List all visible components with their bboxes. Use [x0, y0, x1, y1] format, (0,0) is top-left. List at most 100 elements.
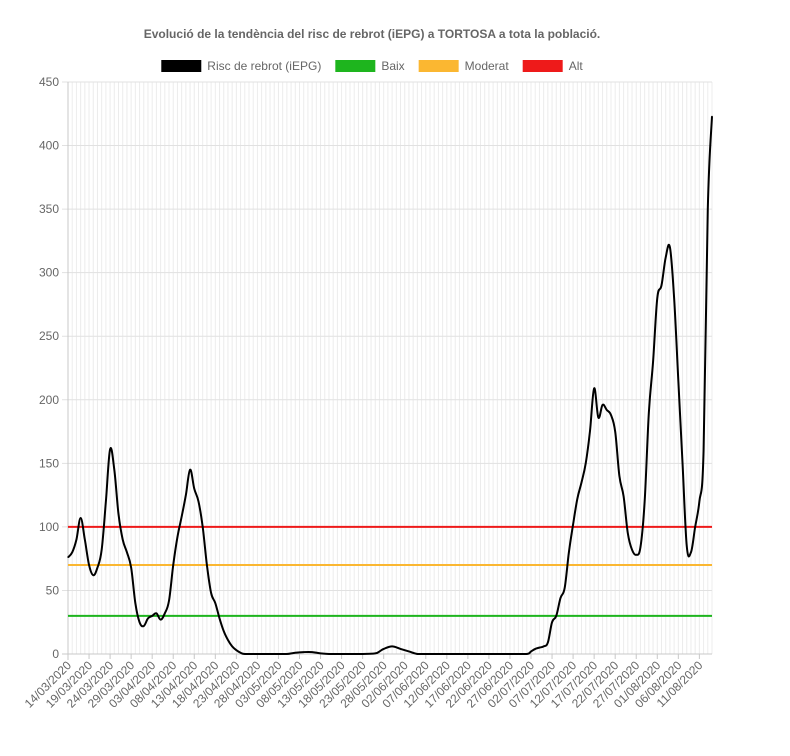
- data-point: [408, 650, 410, 653]
- chart-title: Evolució de la tendència del risc de reb…: [144, 27, 601, 41]
- data-point: [597, 416, 599, 419]
- data-point: [593, 387, 595, 389]
- data-point: [189, 469, 191, 471]
- data-point: [185, 494, 187, 496]
- data-point: [378, 650, 381, 653]
- legend-swatch-risc-de-rebrot-iepg: [161, 60, 202, 72]
- data-point: [690, 551, 692, 553]
- data-point: [155, 612, 157, 614]
- data-point: [568, 551, 570, 553]
- y-tick-label: 150: [39, 456, 59, 470]
- data-point: [383, 648, 385, 650]
- y-tick-label: 100: [39, 520, 59, 534]
- data-point: [113, 469, 115, 471]
- data-point: [202, 526, 204, 528]
- legend-swatch-moderat: [418, 60, 459, 72]
- data-point: [530, 650, 532, 653]
- data-point: [534, 648, 536, 650]
- y-axis: 0 50 100 150 200 250 300 350 400 450: [39, 75, 59, 661]
- data-point: [227, 639, 229, 641]
- data-point: [362, 653, 364, 655]
- data-point: [71, 551, 73, 553]
- data-point: [538, 647, 541, 649]
- data-point: [122, 539, 124, 541]
- data-point: [669, 246, 671, 248]
- data-point: [416, 653, 418, 655]
- data-point: [702, 450, 705, 452]
- data-point: [488, 653, 490, 655]
- data-point: [101, 549, 103, 551]
- data-point: [589, 430, 591, 433]
- data-point: [147, 617, 149, 620]
- legend-label-baix: Baix: [381, 59, 404, 73]
- data-point: [286, 653, 288, 655]
- data-point: [665, 256, 667, 259]
- data-point: [547, 641, 549, 644]
- data-point: [244, 653, 246, 655]
- data-point: [606, 409, 608, 411]
- data-point: [340, 653, 343, 655]
- data-point: [193, 488, 195, 490]
- data-point: [109, 448, 111, 450]
- legend: Risc de rebrot (iEPG) Baix Moderat Alt: [161, 59, 583, 73]
- x-axis: 14/03/202019/03/202024/03/202029/03/2020…: [22, 654, 706, 711]
- data-point: [601, 404, 604, 406]
- data-point: [80, 517, 82, 519]
- data-point: [75, 539, 78, 541]
- data-point: [303, 651, 305, 653]
- data-point: [160, 619, 162, 621]
- data-point: [698, 500, 700, 503]
- data-point: [138, 621, 141, 623]
- data-point: [235, 649, 237, 651]
- data-point: [319, 652, 322, 654]
- data-point: [328, 653, 330, 655]
- data-point: [673, 297, 675, 299]
- data-point: [648, 411, 650, 414]
- y-tick-label: 400: [39, 139, 59, 153]
- data-point: [181, 516, 183, 518]
- data-point: [711, 115, 713, 117]
- data-point: [644, 500, 646, 503]
- data-point: [218, 617, 221, 620]
- data-point: [256, 653, 259, 655]
- data-point: [572, 523, 574, 525]
- data-point: [677, 380, 679, 382]
- y-tick-label: 300: [39, 266, 59, 280]
- data-point: [686, 545, 688, 547]
- y-tick-label: 450: [39, 75, 59, 89]
- data-point: [105, 500, 107, 503]
- data-point: [425, 653, 427, 655]
- data-point: [585, 462, 587, 464]
- data-point: [652, 361, 654, 363]
- legend-label-moderat: Moderat: [465, 59, 510, 73]
- data-point: [555, 615, 557, 617]
- data-point: [627, 532, 629, 534]
- series-line-risc-de-rebrot: [67, 116, 713, 655]
- data-point: [635, 554, 637, 556]
- data-point: [639, 546, 642, 548]
- data-point: [151, 615, 153, 617]
- data-point: [399, 648, 402, 650]
- data-point: [206, 564, 208, 566]
- data-point: [172, 564, 174, 566]
- data-point: [391, 645, 393, 647]
- y-tick-label: 0: [52, 647, 59, 661]
- data-point: [84, 539, 86, 541]
- data-point: [96, 566, 99, 569]
- data-point: [210, 592, 212, 594]
- y-tick-label: 350: [39, 202, 59, 216]
- data-point: [223, 630, 225, 632]
- data-point: [197, 500, 200, 503]
- legend-swatch-baix: [335, 60, 376, 72]
- data-point: [168, 600, 170, 602]
- data-point: [694, 526, 696, 528]
- data-point: [88, 564, 90, 566]
- data-point: [231, 645, 233, 647]
- legend-swatch-alt: [522, 60, 563, 72]
- data-point: [277, 653, 280, 655]
- data-point: [631, 549, 633, 551]
- legend-label-alt: Alt: [569, 59, 584, 73]
- y-tick-label: 250: [39, 329, 59, 343]
- data-point: [294, 652, 296, 654]
